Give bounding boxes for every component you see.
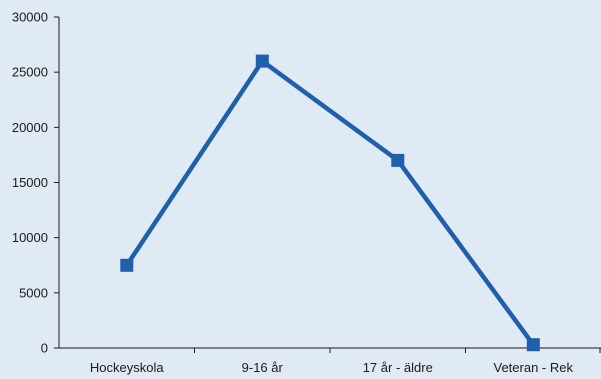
axes: 0 5000 10000 15000 20000 25000 30000 Hockeyskol… [12, 10, 601, 375]
data-point-marker [391, 153, 405, 167]
y-tick-label: 10000 [12, 230, 48, 245]
series-line [124, 57, 536, 347]
x-tick-label: 17 år - äldre [363, 360, 433, 375]
y-tick-label: 5000 [19, 285, 48, 300]
x-tick-label: Veteran - Rek [494, 360, 574, 375]
x-tick-label: 9-16 år [242, 360, 284, 375]
x-tick-label: Hockeyskola [90, 360, 164, 375]
y-tick-label: 20000 [12, 120, 48, 135]
y-tick-label: 0 [41, 341, 48, 356]
series-layer [120, 54, 540, 352]
data-point-marker [526, 338, 540, 352]
data-point-marker [255, 54, 269, 68]
y-tick-label: 30000 [12, 10, 48, 25]
data-point-marker [120, 258, 134, 272]
y-tick-label: 25000 [12, 65, 48, 80]
y-tick-label: 15000 [12, 175, 48, 190]
